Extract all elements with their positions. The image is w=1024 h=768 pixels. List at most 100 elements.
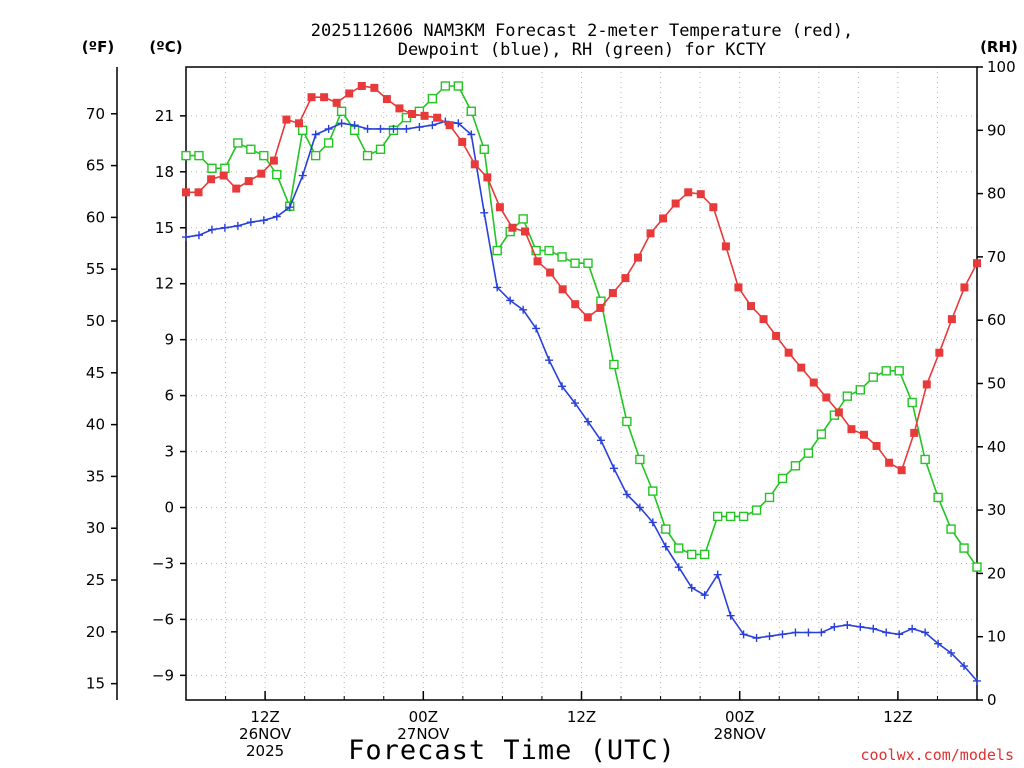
temperature-point [370, 83, 379, 92]
temperature-point [295, 119, 303, 128]
temperature-point [646, 229, 655, 238]
temperature-point [433, 113, 442, 122]
dewpoint-point [337, 119, 346, 128]
dewpoint-point [869, 624, 878, 633]
x-axis-title: Forecast Time (UTC) [348, 735, 676, 766]
temperature-point [960, 283, 969, 292]
temperature-point [583, 313, 592, 322]
temperature-point [420, 111, 429, 120]
x-tick-label: 26NOV [239, 725, 292, 743]
temperature-point [759, 315, 768, 324]
dewpoint-point [856, 622, 865, 631]
rh-point [246, 144, 256, 154]
dewpoint-line [185, 120, 978, 682]
dewpoint-point [674, 563, 683, 572]
celsius-tick-label: 12 [155, 275, 174, 293]
dewpoint-point [298, 171, 307, 180]
rh-point [881, 366, 891, 376]
temperature-point [332, 98, 341, 107]
dewpoint-point [921, 628, 930, 637]
temperature-point [772, 331, 781, 340]
temperature-point [470, 160, 479, 169]
x-tick-label: 00Z [409, 708, 438, 726]
dewpoint-point [934, 639, 943, 648]
dewpoint-point [389, 124, 398, 133]
plot-frame [185, 66, 978, 701]
temperature-point [684, 188, 693, 197]
fahrenheit-tick-label: 70 [86, 105, 105, 123]
fahrenheit-tick-label: 65 [86, 157, 105, 175]
dewpoint-point [350, 121, 359, 130]
dewpoint-point [558, 382, 567, 391]
dewpoint-point [493, 283, 502, 292]
dewpoint-point [428, 121, 437, 130]
dewpoint-point [220, 223, 229, 232]
credit-link[interactable]: coolwx.com/models [860, 746, 1014, 764]
dewpoint-point [908, 624, 917, 633]
dewpoint-point [182, 233, 190, 242]
temperature-point [395, 104, 404, 113]
dewpoint-point [583, 417, 592, 426]
celsius-tick-label: 15 [155, 219, 174, 237]
chart-title-line-1: 2025112606 NAM3KM Forecast 2-meter Tempe… [311, 21, 853, 41]
temperature-point [608, 289, 617, 298]
rh-point [699, 549, 710, 560]
temperature-point [445, 121, 454, 130]
temperature-point [935, 348, 944, 357]
dewpoint-point [687, 583, 696, 592]
dewpoint-point [739, 630, 748, 639]
rh-point [336, 106, 347, 117]
dewpoint-point [246, 218, 255, 227]
temperature-point [696, 190, 705, 199]
rh-tick-label: 60 [987, 311, 1006, 329]
rh-point [181, 150, 191, 161]
celsius-tick-label: 0 [164, 499, 174, 517]
rh-point [466, 106, 476, 117]
rh-point [440, 81, 451, 91]
dewpoint-point [765, 632, 774, 641]
temperature-point [734, 283, 743, 292]
dewpoint-point [272, 212, 281, 221]
celsius-tick-label: 9 [164, 331, 174, 349]
dewpoint-point [259, 216, 268, 225]
temperature-point [207, 175, 216, 184]
celsius-tick-label: 6 [164, 387, 174, 405]
chart-title-line-2: Dewpoint (blue), RH (green) for KCTY [398, 40, 766, 60]
rh-point [220, 163, 230, 173]
rh-point [725, 511, 736, 522]
dewpoint-point [311, 130, 320, 139]
dewpoint-point [804, 628, 813, 637]
rh-point [946, 524, 956, 534]
rh-point [674, 543, 684, 553]
temperature-point [922, 380, 931, 389]
rh-unit-label: (RH) [980, 38, 1018, 56]
rh-point [259, 150, 269, 161]
rh-tick-label: 40 [987, 438, 1006, 456]
rh-point [453, 81, 464, 91]
dewpoint-point [960, 662, 969, 671]
celsius-tick-label: 21 [155, 107, 174, 125]
celsius-tick-label: −3 [152, 554, 174, 572]
dewpoint-point [648, 518, 657, 527]
rh-point [868, 372, 878, 382]
rh-point [920, 454, 930, 465]
rh-point [323, 138, 334, 148]
fahrenheit-tick-label: 45 [86, 364, 105, 382]
rh-point [233, 138, 243, 148]
dewpoint-point [545, 356, 554, 365]
dewpoint-point [194, 231, 203, 240]
rh-point [207, 163, 217, 173]
temperature-point [182, 188, 190, 197]
rh-point [790, 461, 801, 471]
temperature-point [634, 253, 642, 262]
temperature-point [257, 169, 266, 178]
temperature-point [872, 441, 881, 450]
rh-point [427, 93, 438, 104]
dewpoint-point [609, 464, 618, 473]
temperature-point [621, 274, 630, 283]
temperature-point [307, 93, 316, 102]
dewpoint-point [467, 130, 476, 139]
temperature-point [709, 203, 718, 212]
temperature-point [784, 348, 793, 357]
dewpoint-point [571, 399, 580, 408]
